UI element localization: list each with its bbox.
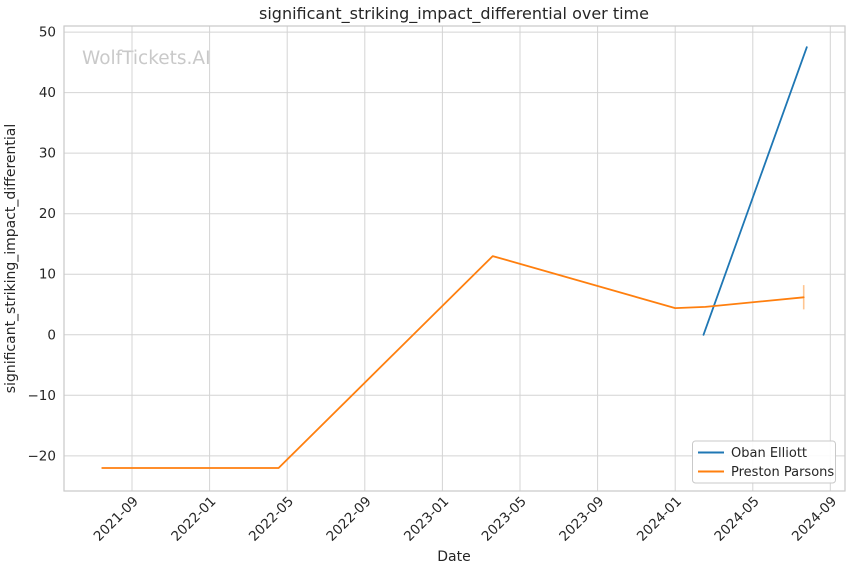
x-tick-label: 2023-09: [556, 494, 607, 545]
y-axis-label: significant_striking_impact_differential: [3, 124, 19, 393]
legend-entry: Preston Parsons: [731, 465, 834, 480]
chart-title: significant_striking_impact_differential…: [259, 4, 649, 24]
x-tick-label: 2022-09: [323, 494, 374, 545]
x-tick-label: 2023-01: [401, 494, 452, 545]
y-tick-label: −10: [28, 388, 57, 404]
legend-entry: Oban Elliott: [731, 446, 807, 461]
x-tick-label: 2024-01: [634, 494, 685, 545]
series-line-preston-parsons: [101, 255, 805, 469]
y-tick-label: −20: [28, 448, 57, 464]
x-tick-label: 2021-09: [91, 494, 142, 545]
x-axis-label: Date: [437, 549, 470, 565]
legend: Oban Elliott Preston Parsons: [692, 440, 836, 484]
grid: [64, 26, 845, 491]
x-tick-label: 2024-09: [789, 494, 840, 545]
series-line-oban-elliott: [702, 46, 808, 336]
legend-box: [692, 440, 836, 484]
y-tick-label: 10: [39, 267, 56, 283]
watermark: WolfTickets.AI: [82, 48, 211, 69]
x-tick-label: 2022-05: [246, 494, 297, 545]
x-tick-label: 2024-05: [711, 494, 762, 545]
y-tick-label: 50: [39, 25, 56, 41]
y-tick-label: 20: [39, 206, 56, 222]
x-tick-label: 2022-01: [168, 494, 219, 545]
y-tick-label: 30: [39, 146, 56, 162]
plot-border: [63, 25, 846, 492]
y-tick-label: 0: [47, 327, 56, 343]
y-tick-label: 40: [39, 85, 56, 101]
x-tick-label: 2023-05: [479, 494, 530, 545]
